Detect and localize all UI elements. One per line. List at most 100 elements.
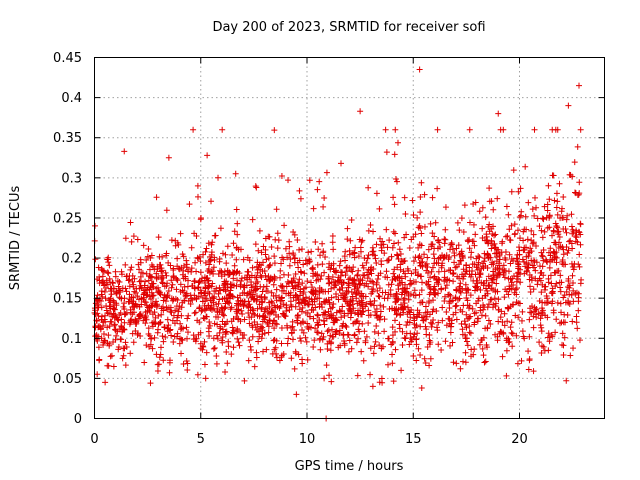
data-point — [165, 288, 172, 295]
data-point — [186, 201, 193, 208]
data-point — [504, 232, 511, 239]
data-point — [493, 249, 500, 256]
data-point — [434, 185, 441, 192]
data-point — [92, 323, 99, 330]
data-point — [552, 254, 559, 261]
data-point — [239, 290, 246, 297]
data-point — [156, 319, 163, 326]
data-point — [95, 264, 102, 271]
data-point — [142, 314, 149, 321]
data-point — [260, 243, 267, 250]
data-point — [158, 268, 165, 275]
data-point — [234, 277, 241, 284]
data-point — [254, 269, 261, 276]
data-point — [484, 287, 491, 294]
data-point — [144, 253, 151, 260]
data-point — [260, 259, 266, 266]
data-point — [485, 301, 492, 308]
data-point — [536, 223, 543, 230]
data-point — [132, 327, 139, 334]
data-point — [518, 317, 525, 324]
data-point — [544, 207, 551, 214]
data-point — [395, 239, 402, 246]
data-point — [528, 309, 535, 316]
data-point — [408, 280, 415, 287]
data-point — [555, 231, 562, 238]
data-point — [573, 227, 580, 234]
data-point — [297, 195, 304, 202]
data-point — [160, 274, 167, 281]
data-point — [283, 302, 290, 309]
data-point — [560, 246, 567, 253]
data-point — [114, 277, 121, 284]
data-point — [182, 273, 189, 280]
data-point — [375, 293, 382, 300]
data-point — [435, 319, 442, 326]
data-point — [249, 333, 256, 340]
x-tick-label: 15 — [405, 432, 422, 447]
data-point — [522, 213, 529, 220]
data-point — [296, 246, 303, 253]
data-point — [395, 296, 402, 303]
data-point — [330, 260, 337, 267]
data-point — [229, 330, 236, 337]
data-point — [213, 360, 220, 367]
data-point — [467, 292, 474, 299]
data-point — [453, 360, 460, 367]
data-point — [479, 234, 486, 241]
data-point — [394, 139, 401, 146]
data-point — [128, 264, 135, 271]
data-point — [279, 283, 286, 290]
data-point — [478, 265, 485, 272]
data-point — [265, 255, 272, 262]
data-point — [180, 325, 187, 332]
data-point — [149, 280, 156, 287]
data-point — [370, 279, 377, 286]
data-point — [152, 298, 159, 305]
data-point — [485, 240, 492, 247]
data-point — [342, 272, 349, 279]
data-point — [340, 320, 347, 327]
data-point — [188, 265, 195, 272]
data-point — [545, 275, 552, 282]
data-point — [343, 324, 350, 331]
data-point — [286, 262, 293, 269]
data-point — [112, 327, 119, 334]
data-point — [430, 297, 437, 304]
data-point — [486, 185, 493, 192]
data-point — [368, 290, 375, 297]
data-point — [513, 273, 520, 280]
data-point — [101, 316, 108, 323]
data-point — [204, 152, 211, 159]
data-point — [380, 303, 387, 310]
data-point — [538, 309, 545, 316]
data-point — [479, 260, 486, 267]
data-point — [96, 356, 103, 363]
data-point — [345, 284, 352, 291]
data-point — [434, 279, 441, 286]
data-point — [510, 257, 517, 264]
data-point — [494, 195, 501, 202]
data-point — [332, 329, 339, 336]
data-point — [329, 233, 336, 240]
data-point — [543, 293, 550, 300]
data-point — [493, 258, 500, 265]
data-point — [145, 331, 152, 338]
data-point — [176, 340, 183, 347]
data-point — [300, 329, 307, 336]
data-point — [554, 299, 561, 306]
y-tick-label: 0.4 — [61, 91, 82, 106]
data-point — [273, 354, 280, 361]
data-point — [495, 110, 502, 117]
data-point — [346, 305, 353, 312]
data-point — [115, 285, 122, 292]
data-point — [442, 226, 449, 233]
data-point — [194, 182, 201, 189]
data-point — [252, 283, 259, 290]
data-point — [208, 251, 215, 258]
data-point — [348, 345, 355, 352]
data-point — [365, 283, 372, 290]
data-point — [210, 264, 217, 271]
y-tick-label: 0.25 — [53, 211, 82, 226]
data-point — [194, 371, 201, 378]
